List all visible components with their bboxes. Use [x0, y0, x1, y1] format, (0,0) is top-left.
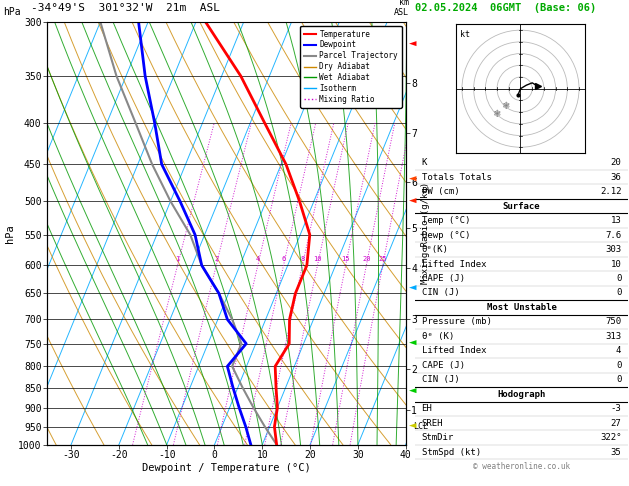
Y-axis label: Mixing Ratio (g/kg): Mixing Ratio (g/kg) — [421, 182, 430, 284]
Text: 2: 2 — [214, 256, 218, 262]
Text: ◄: ◄ — [409, 420, 416, 433]
Text: CIN (J): CIN (J) — [421, 289, 459, 297]
Text: LCL: LCL — [413, 422, 428, 431]
Text: 0: 0 — [616, 375, 621, 384]
Text: 8: 8 — [300, 256, 304, 262]
Text: θᵉ(K): θᵉ(K) — [421, 245, 448, 254]
Text: K: K — [421, 158, 427, 167]
Text: ◄: ◄ — [409, 281, 416, 295]
Text: 02.05.2024  06GMT  (Base: 06): 02.05.2024 06GMT (Base: 06) — [415, 3, 596, 13]
Text: -34°49'S  301°32'W  21m  ASL: -34°49'S 301°32'W 21m ASL — [31, 3, 220, 13]
Text: kt: kt — [460, 30, 470, 39]
Text: ◄: ◄ — [409, 195, 416, 208]
Text: km
ASL: km ASL — [394, 0, 409, 17]
Text: 27: 27 — [611, 419, 621, 428]
Text: SREH: SREH — [421, 419, 443, 428]
Text: 0: 0 — [616, 289, 621, 297]
Legend: Temperature, Dewpoint, Parcel Trajectory, Dry Adiabat, Wet Adiabat, Isotherm, Mi: Temperature, Dewpoint, Parcel Trajectory… — [300, 26, 402, 108]
Text: Temp (°C): Temp (°C) — [421, 216, 470, 225]
Text: ◄: ◄ — [409, 38, 416, 51]
Text: 2.12: 2.12 — [600, 187, 621, 196]
Text: ◄: ◄ — [409, 173, 416, 186]
Text: 20: 20 — [611, 158, 621, 167]
Text: 4: 4 — [256, 256, 260, 262]
Text: 15: 15 — [342, 256, 350, 262]
Text: 313: 313 — [605, 332, 621, 341]
Text: 10: 10 — [611, 260, 621, 269]
Text: 750: 750 — [605, 317, 621, 327]
Text: θᵉ (K): θᵉ (K) — [421, 332, 454, 341]
Text: 20: 20 — [362, 256, 370, 262]
Text: Totals Totals: Totals Totals — [421, 173, 491, 182]
Text: 0: 0 — [616, 274, 621, 283]
Y-axis label: hPa: hPa — [5, 224, 15, 243]
Text: StmSpd (kt): StmSpd (kt) — [421, 448, 481, 457]
Text: Lifted Index: Lifted Index — [421, 260, 486, 269]
Text: StmDir: StmDir — [421, 433, 454, 442]
Text: ❃: ❃ — [503, 101, 510, 111]
Text: 322°: 322° — [600, 433, 621, 442]
Text: CAPE (J): CAPE (J) — [421, 361, 465, 370]
Text: 1: 1 — [175, 256, 180, 262]
Text: © weatheronline.co.uk: © weatheronline.co.uk — [473, 462, 570, 471]
Text: Hodograph: Hodograph — [498, 390, 545, 399]
Text: 25: 25 — [379, 256, 387, 262]
Text: 7.6: 7.6 — [605, 230, 621, 240]
Text: 6: 6 — [281, 256, 286, 262]
Text: Dewp (°C): Dewp (°C) — [421, 230, 470, 240]
Text: ◄: ◄ — [409, 385, 416, 398]
Text: 35: 35 — [611, 448, 621, 457]
Text: EH: EH — [421, 404, 432, 413]
Text: ❃: ❃ — [494, 109, 501, 120]
Text: ◄: ◄ — [409, 337, 416, 350]
Text: PW (cm): PW (cm) — [421, 187, 459, 196]
Text: 10: 10 — [313, 256, 322, 262]
Text: hPa: hPa — [3, 7, 21, 17]
Text: -3: -3 — [611, 404, 621, 413]
Text: Lifted Index: Lifted Index — [421, 347, 486, 355]
X-axis label: Dewpoint / Temperature (°C): Dewpoint / Temperature (°C) — [142, 463, 311, 473]
Text: 36: 36 — [611, 173, 621, 182]
Text: CAPE (J): CAPE (J) — [421, 274, 465, 283]
Text: Most Unstable: Most Unstable — [486, 303, 557, 312]
Text: Surface: Surface — [503, 202, 540, 210]
Text: Pressure (mb): Pressure (mb) — [421, 317, 491, 327]
Text: CIN (J): CIN (J) — [421, 375, 459, 384]
Text: 4: 4 — [616, 347, 621, 355]
Text: 303: 303 — [605, 245, 621, 254]
Text: 0: 0 — [616, 361, 621, 370]
Text: 13: 13 — [611, 216, 621, 225]
